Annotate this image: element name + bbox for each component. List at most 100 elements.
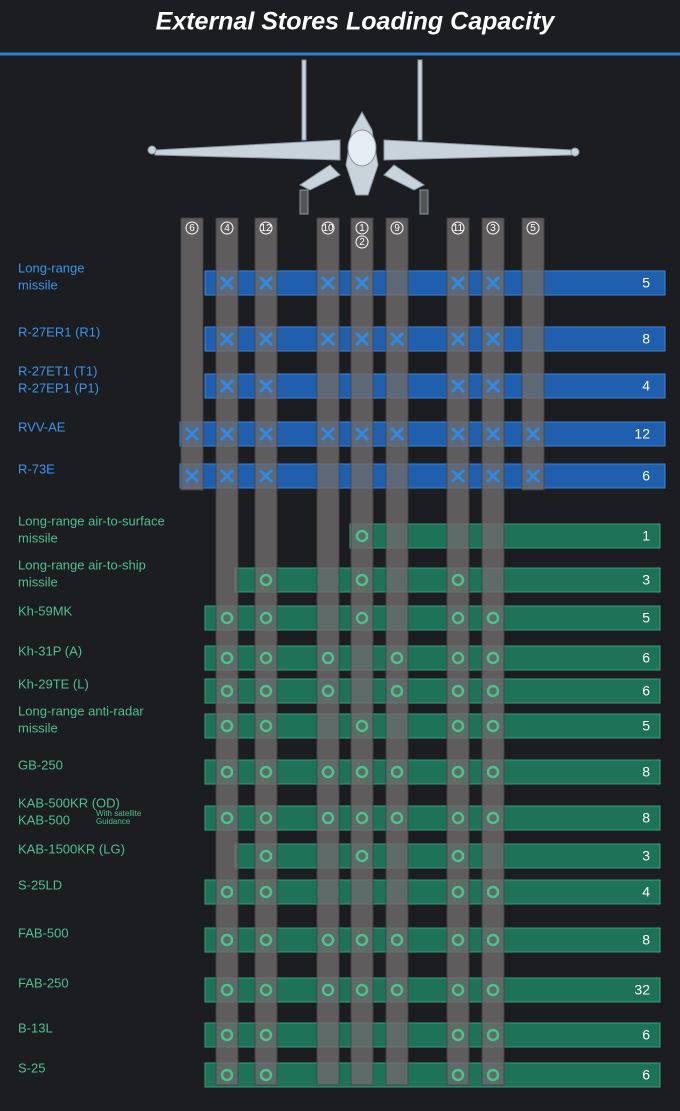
station-badge	[486, 221, 500, 235]
station-pillar	[446, 217, 470, 1086]
store-icon	[390, 765, 404, 779]
store-icon	[220, 811, 234, 825]
store-icon	[450, 378, 466, 394]
store-icon	[486, 719, 500, 733]
station-number: 5	[530, 223, 536, 234]
store-label: R-73E	[18, 461, 55, 476]
load-bar	[204, 373, 666, 399]
load-bar	[204, 678, 661, 704]
store-count: 32	[634, 982, 650, 998]
store-icon	[485, 468, 501, 484]
store-icon	[259, 611, 273, 625]
load-bar	[204, 977, 661, 1003]
store-icon	[184, 468, 200, 484]
station-number: 12	[260, 223, 272, 234]
load-bar	[204, 605, 661, 631]
store-icon	[486, 1068, 500, 1082]
load-bar	[204, 1022, 661, 1048]
store-icon	[486, 983, 500, 997]
station-badge	[526, 221, 540, 235]
station-pillar	[180, 217, 204, 491]
load-bar	[204, 1062, 661, 1088]
store-icon	[321, 811, 335, 825]
store-icon	[451, 684, 465, 698]
store-label: KAB-500KR (OD)	[18, 795, 120, 810]
store-icon	[525, 426, 541, 442]
store-count: 4	[642, 884, 650, 900]
store-icon	[451, 811, 465, 825]
store-count: 3	[642, 848, 650, 864]
store-count: 6	[642, 1067, 650, 1083]
store-icon	[259, 1068, 273, 1082]
store-icon	[220, 1068, 234, 1082]
store-icon	[220, 885, 234, 899]
store-icon	[320, 331, 336, 347]
station-number: 3	[490, 223, 496, 234]
station-badge	[220, 221, 234, 235]
store-icon	[450, 275, 466, 291]
store-label: Kh-59MK	[18, 603, 73, 618]
store-icon	[486, 1028, 500, 1042]
store-count: 5	[642, 610, 650, 626]
store-icon	[355, 811, 369, 825]
load-bar	[204, 713, 661, 739]
store-icon	[451, 765, 465, 779]
store-icon	[220, 684, 234, 698]
station-badge	[321, 221, 335, 235]
station-number: 9	[394, 223, 400, 234]
station-badge	[355, 235, 369, 249]
store-icon	[450, 426, 466, 442]
store-icon	[259, 1028, 273, 1042]
store-icon	[259, 651, 273, 665]
store-icon	[259, 684, 273, 698]
load-bar	[204, 759, 661, 785]
store-count: 5	[642, 275, 650, 291]
store-note: Guidance	[96, 817, 131, 826]
store-count: 6	[642, 650, 650, 666]
store-icon	[451, 885, 465, 899]
store-icon	[220, 651, 234, 665]
store-icon	[355, 529, 369, 543]
store-count: 4	[642, 378, 650, 394]
store-label: KAB-500	[18, 812, 70, 827]
store-icon	[355, 849, 369, 863]
load-bar	[204, 879, 661, 905]
load-bar	[204, 270, 666, 296]
store-icon	[355, 933, 369, 947]
store-icon	[321, 684, 335, 698]
store-icon	[258, 275, 274, 291]
store-label: FAB-500	[18, 925, 69, 940]
store-icon	[451, 1068, 465, 1082]
store-icon	[390, 811, 404, 825]
store-label: GB-250	[18, 757, 63, 772]
store-icon	[355, 765, 369, 779]
store-label: Kh-29TE (L)	[18, 676, 89, 691]
store-icon	[485, 331, 501, 347]
load-bar	[204, 927, 661, 953]
store-icon	[390, 651, 404, 665]
store-label: S-25LD	[18, 877, 62, 892]
store-icon	[451, 983, 465, 997]
store-icon	[321, 983, 335, 997]
store-label: R-27ER1 (R1)	[18, 324, 100, 339]
store-icon	[485, 275, 501, 291]
store-icon	[485, 426, 501, 442]
store-icon	[258, 331, 274, 347]
store-icon	[320, 275, 336, 291]
station-badge	[390, 221, 404, 235]
store-icon	[355, 983, 369, 997]
store-icon	[259, 719, 273, 733]
store-icon	[451, 573, 465, 587]
store-label: Long-range anti-radar	[18, 703, 144, 718]
store-icon	[486, 684, 500, 698]
store-count: 12	[634, 426, 650, 442]
store-icon	[258, 378, 274, 394]
store-icon	[220, 611, 234, 625]
station-pillar	[254, 217, 278, 1086]
store-label: Long-range air-to-surface	[18, 513, 165, 528]
store-icon	[258, 426, 274, 442]
station-pillar	[316, 217, 340, 1086]
store-icon	[451, 611, 465, 625]
store-icon	[321, 651, 335, 665]
